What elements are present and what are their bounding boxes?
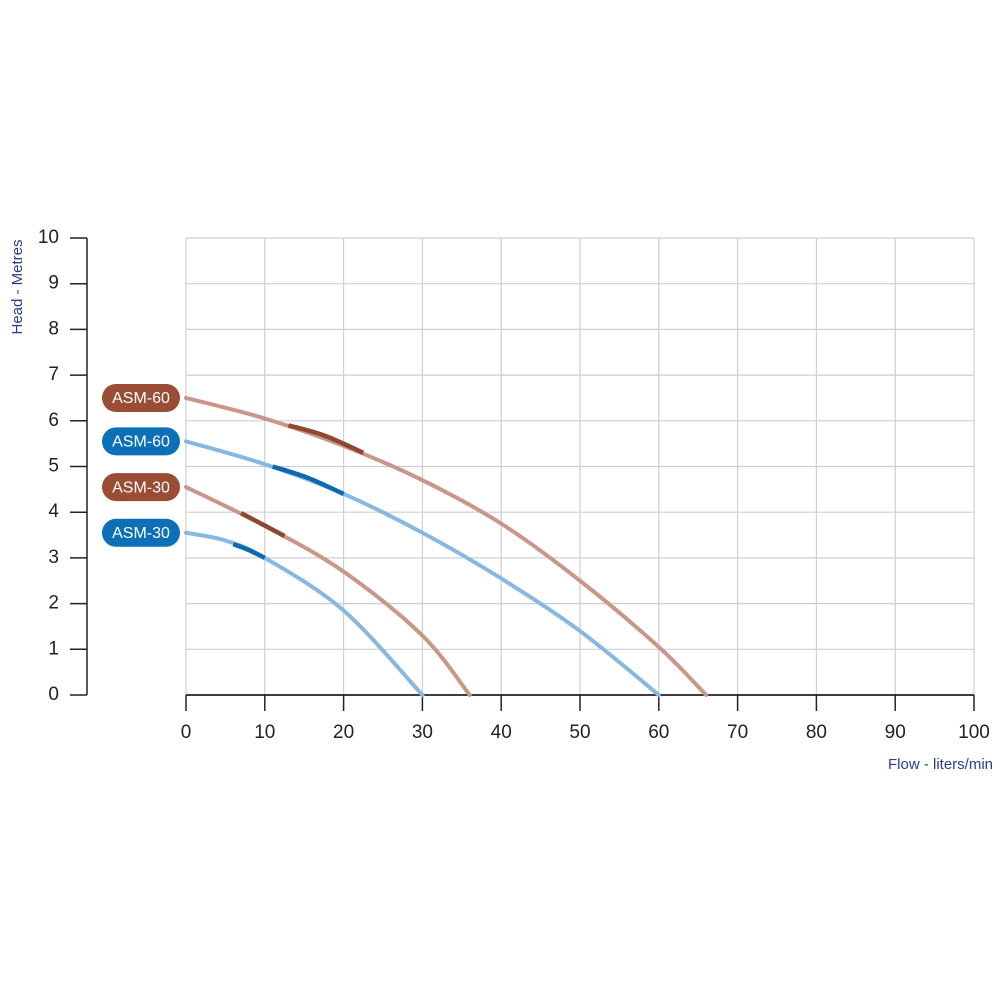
y-tick-label: 8 (48, 318, 59, 339)
y-tick-label: 1 (48, 638, 59, 659)
y-tick-label: 6 (48, 410, 59, 431)
x-tick-label: 100 (958, 722, 990, 743)
series-line (184, 439, 661, 697)
series-label: ASM-30 (112, 525, 170, 542)
x-tick-label: 30 (412, 722, 433, 743)
series-badge (102, 383, 180, 412)
series-badge (102, 473, 180, 502)
y-tick-label: 5 (48, 456, 59, 477)
y-tick-label: 9 (48, 273, 59, 294)
series-label: ASM-60 (112, 434, 170, 451)
series-line (184, 485, 472, 697)
x-tick-label: 50 (569, 722, 590, 743)
y-tick-label: 4 (48, 501, 59, 522)
y-tick-label: 0 (48, 684, 59, 705)
x-tick-label: 0 (181, 722, 192, 743)
x-tick-label: 80 (806, 722, 827, 743)
x-tick-label: 90 (885, 722, 906, 743)
y-tick-label: 10 (38, 227, 59, 248)
y-tick-label: 3 (48, 547, 59, 568)
x-tick-label: 70 (727, 722, 748, 743)
series-highlight (232, 542, 266, 560)
series-highlight (287, 423, 365, 455)
series-line (184, 530, 425, 697)
series-badge (102, 518, 180, 547)
y-tick-label: 7 (48, 364, 59, 385)
x-axis-title: Flow - liters/min (888, 756, 993, 773)
series-line (184, 395, 709, 697)
series-highlight (271, 464, 345, 496)
x-tick-label: 20 (333, 722, 354, 743)
x-tick-label: 60 (648, 722, 669, 743)
series-highlight (240, 511, 286, 538)
series-label: ASM-30 (112, 479, 170, 496)
x-tick-label: 10 (254, 722, 275, 743)
series-label: ASM-60 (112, 390, 170, 407)
y-tick-label: 2 (48, 593, 59, 614)
y-axis-title: Head - Metres (9, 239, 26, 334)
series-badge (102, 427, 180, 456)
x-tick-label: 40 (491, 722, 512, 743)
